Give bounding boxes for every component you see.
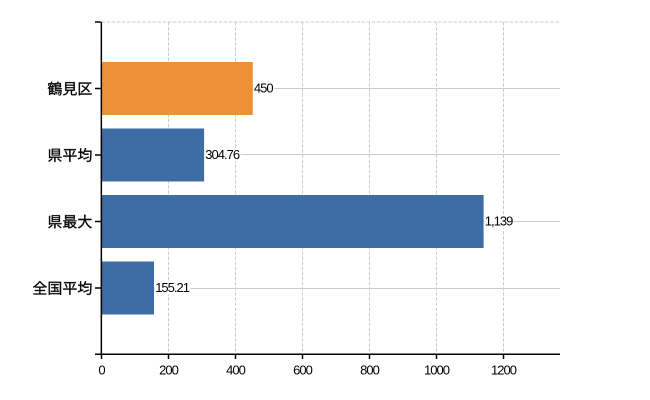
svg-text:450: 450 [254, 81, 273, 96]
svg-text:800: 800 [360, 363, 379, 378]
svg-text:0: 0 [98, 363, 105, 378]
svg-text:1,139: 1,139 [485, 214, 513, 229]
svg-text:1000: 1000 [424, 363, 450, 378]
svg-text:1200: 1200 [491, 363, 517, 378]
svg-text:400: 400 [226, 363, 245, 378]
svg-text:600: 600 [293, 363, 312, 378]
svg-text:155.21: 155.21 [155, 280, 190, 295]
svg-text:200: 200 [159, 363, 178, 378]
svg-text:304.76: 304.76 [205, 147, 240, 162]
